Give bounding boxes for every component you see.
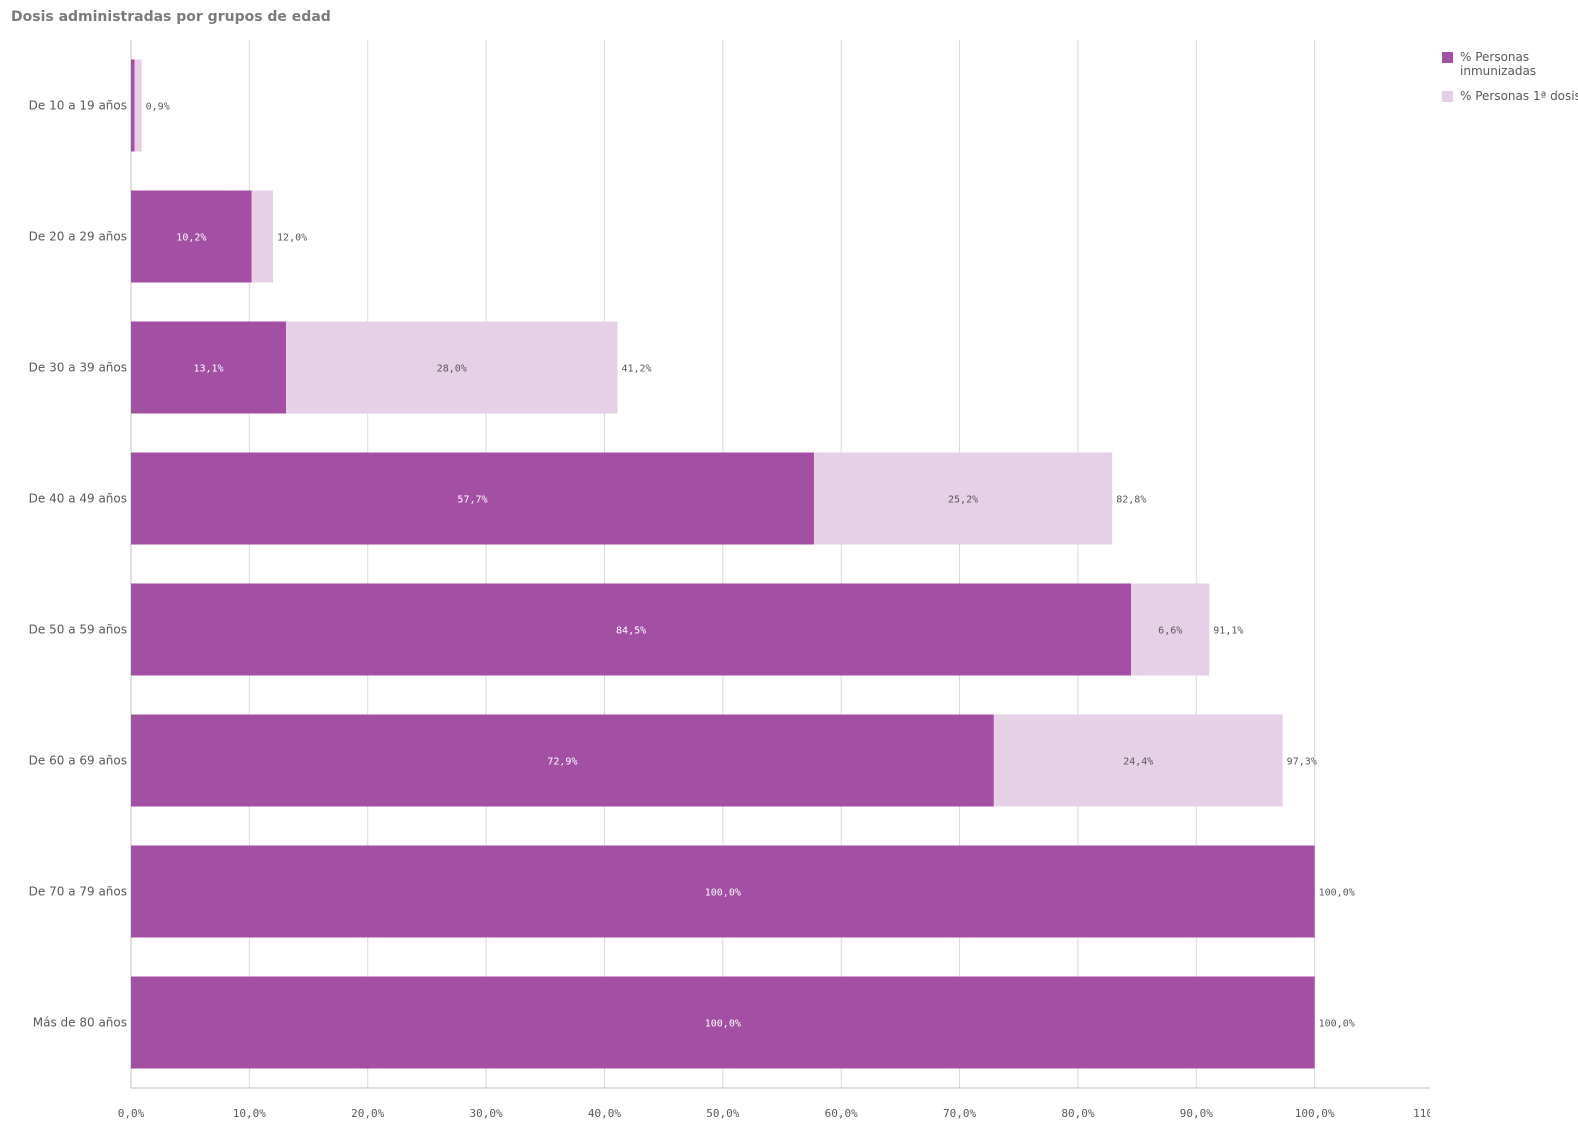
- bar-inmunizadas: [131, 452, 814, 545]
- bar-primera-dosis: [286, 321, 618, 414]
- bar-primera-dosis: [993, 714, 1283, 807]
- bar-total-label: 0,9%: [146, 102, 170, 113]
- legend-label-primera-dosis: % Personas 1ª dosis: [1460, 89, 1578, 103]
- x-tick-label: 100,0%: [1295, 1107, 1335, 1120]
- bar-value-label: 72,9%: [547, 757, 577, 768]
- x-tick-label: 90,0%: [1180, 1107, 1213, 1120]
- bar-total-label: 91,1%: [1213, 626, 1243, 637]
- bar-primera-dosis: [813, 452, 1113, 545]
- x-tick-label: 80,0%: [1061, 1107, 1094, 1120]
- bar-inmunizadas: [131, 190, 252, 283]
- chart-title: Dosis administradas por grupos de edad: [11, 9, 331, 25]
- x-tick-label: 60,0%: [825, 1107, 858, 1120]
- bar-total-label: 100,0%: [1319, 888, 1355, 899]
- bar-total-label: 100,0%: [1319, 1019, 1355, 1030]
- bar-total-label: 97,3%: [1287, 757, 1317, 768]
- category-label: De 60 a 69 años: [29, 754, 127, 768]
- x-tick-label: 110,0%: [1413, 1107, 1430, 1120]
- x-tick-label: 50,0%: [706, 1107, 739, 1120]
- bar-total-label: 12,0%: [277, 233, 307, 244]
- bar-total-label: 41,2%: [621, 364, 651, 375]
- bar-value-label: 28,0%: [437, 364, 467, 375]
- legend-item-primera-dosis[interactable]: % Personas 1ª dosis: [1442, 89, 1578, 103]
- bar-total-label: 82,8%: [1116, 495, 1146, 506]
- bar-chart: 0,0% 10,0% 20,0% 30,0% 40,0% 50,0% 60,0% 70,0% 8…: [29, 40, 1430, 1120]
- category-label: De 40 a 49 años: [29, 492, 127, 506]
- bar-primera-dosis: [1131, 583, 1210, 676]
- bar-value-label: 25,2%: [948, 495, 978, 506]
- bar-inmunizadas: [131, 59, 135, 152]
- bar-inmunizadas: [131, 714, 994, 807]
- bar-value-label: 100,0%: [705, 888, 741, 899]
- legend-swatch-inmunizadas: [1442, 52, 1453, 63]
- category-label: De 50 a 59 años: [29, 623, 127, 637]
- bar-value-label: 6,6%: [1158, 626, 1182, 637]
- bar-value-label: 13,1%: [193, 364, 223, 375]
- x-tick-label: 20,0%: [351, 1107, 384, 1120]
- x-tick-label: 70,0%: [943, 1107, 976, 1120]
- category-label: De 10 a 19 años: [29, 99, 127, 113]
- category-label: De 30 a 39 años: [29, 361, 127, 375]
- bar-primera-dosis: [134, 59, 142, 152]
- bar-value-label: 10,2%: [176, 233, 206, 244]
- bar-primera-dosis: [251, 190, 274, 283]
- bar-inmunizadas: [131, 976, 1315, 1069]
- bar-value-label: 100,0%: [705, 1019, 741, 1030]
- legend-swatch-primera-dosis: [1442, 91, 1453, 102]
- legend-item-inmunizadas[interactable]: % Personas inmunizadas: [1442, 50, 1578, 78]
- x-tick-label: 0,0%: [118, 1107, 145, 1120]
- bar-value-label: 24,4%: [1123, 757, 1153, 768]
- x-tick-label: 40,0%: [588, 1107, 621, 1120]
- x-tick-label: 10,0%: [233, 1107, 266, 1120]
- legend-label-inmunizadas: % Personas inmunizadas: [1460, 50, 1537, 78]
- bar-value-label: 57,7%: [457, 495, 487, 506]
- bar-inmunizadas: [131, 321, 287, 414]
- category-label: Más de 80 años: [33, 1016, 127, 1030]
- bar-inmunizadas: [131, 583, 1132, 676]
- category-label: De 20 a 29 años: [29, 230, 127, 244]
- x-tick-label: 30,0%: [470, 1107, 503, 1120]
- chart-legend: % Personas inmunizadas % Personas 1ª dos…: [1442, 50, 1578, 114]
- category-label: De 70 a 79 años: [29, 885, 127, 899]
- bar-inmunizadas: [131, 845, 1315, 938]
- bar-value-label: 84,5%: [616, 626, 646, 637]
